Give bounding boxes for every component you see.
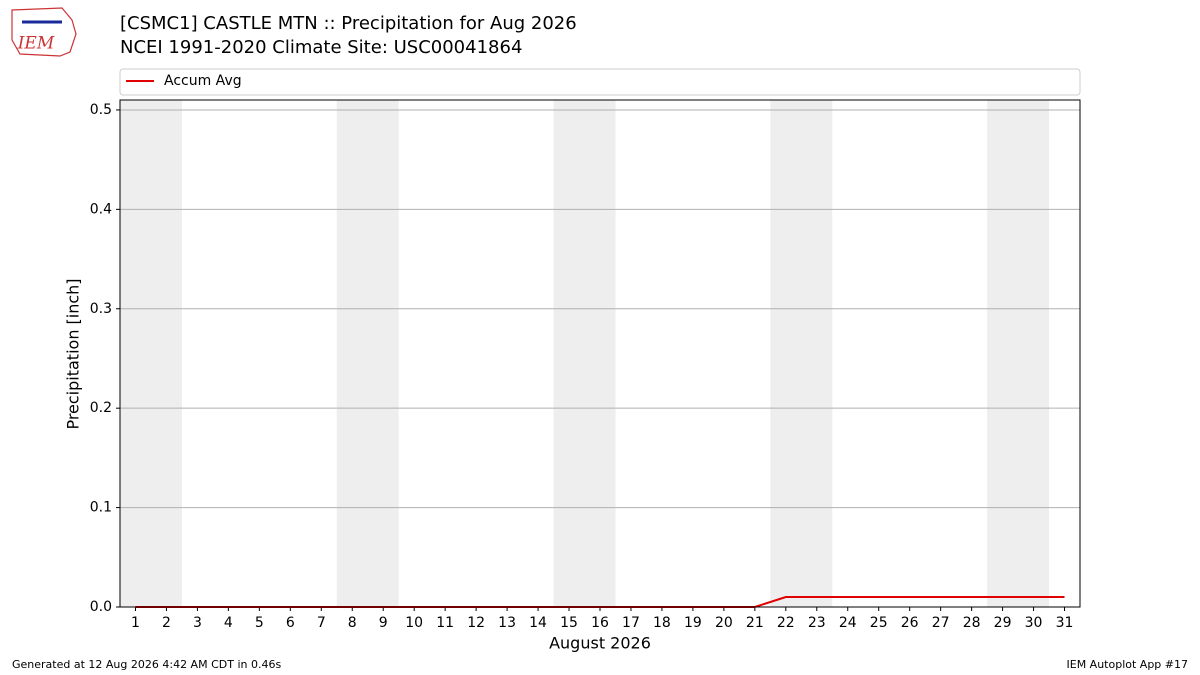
footer-left: Generated at 12 Aug 2026 4:42 AM CDT in … bbox=[12, 658, 281, 671]
x-tick-label: 29 bbox=[994, 615, 1012, 631]
x-tick-label: 13 bbox=[498, 615, 516, 631]
plot-frame bbox=[119, 99, 1081, 608]
x-axis-label: August 2026 bbox=[549, 634, 651, 653]
x-tick-label: 5 bbox=[255, 615, 264, 631]
x-tick-label: 6 bbox=[286, 615, 295, 631]
logo-text: IEM bbox=[17, 34, 55, 54]
y-axis-label: Precipitation [inch] bbox=[64, 278, 83, 429]
y-tick-label: 0.0 bbox=[90, 599, 112, 615]
x-tick-label: 3 bbox=[193, 615, 202, 631]
y-tick-label: 0.2 bbox=[90, 400, 112, 416]
x-tick-label: 22 bbox=[777, 615, 795, 631]
shade-band bbox=[120, 100, 182, 607]
shade-band bbox=[553, 100, 616, 607]
footer-right: IEM Autoplot App #17 bbox=[1067, 658, 1189, 671]
shade-band bbox=[770, 100, 833, 607]
x-tick-label: 7 bbox=[317, 615, 326, 631]
y-tick-label: 0.1 bbox=[90, 500, 112, 516]
x-tick-label: 8 bbox=[348, 615, 357, 631]
shade-band bbox=[987, 100, 1050, 607]
x-tick-label: 2 bbox=[162, 615, 171, 631]
shade-band bbox=[336, 100, 399, 607]
x-tick-label: 18 bbox=[653, 615, 671, 631]
x-tick-label: 16 bbox=[591, 615, 609, 631]
x-tick-label: 17 bbox=[622, 615, 640, 631]
legend-label: Accum Avg bbox=[164, 73, 242, 89]
x-tick-label: 1 bbox=[131, 615, 140, 631]
x-tick-label: 19 bbox=[684, 615, 702, 631]
x-tick-label: 20 bbox=[715, 615, 733, 631]
x-tick-label: 10 bbox=[405, 615, 423, 631]
x-tick-label: 28 bbox=[963, 615, 981, 631]
x-tick-label: 26 bbox=[901, 615, 919, 631]
x-tick-label: 24 bbox=[839, 615, 857, 631]
chart-title: [CSMC1] CASTLE MTN :: Precipitation for … bbox=[120, 13, 577, 34]
legend-box bbox=[119, 68, 1081, 96]
x-tick-label: 27 bbox=[932, 615, 950, 631]
x-tick-label: 4 bbox=[224, 615, 233, 631]
x-tick-label: 25 bbox=[870, 615, 888, 631]
y-tick-label: 0.3 bbox=[90, 301, 112, 317]
x-tick-label: 21 bbox=[746, 615, 764, 631]
x-tick-label: 30 bbox=[1025, 615, 1043, 631]
x-tick-label: 12 bbox=[467, 615, 485, 631]
y-tick-label: 0.5 bbox=[90, 102, 112, 118]
x-tick-label: 14 bbox=[529, 615, 547, 631]
chart-subtitle: NCEI 1991-2020 Climate Site: USC00041864 bbox=[120, 37, 522, 58]
x-tick-label: 15 bbox=[560, 615, 578, 631]
x-tick-label: 23 bbox=[808, 615, 826, 631]
x-tick-label: 11 bbox=[436, 615, 454, 631]
y-tick-label: 0.4 bbox=[90, 201, 112, 217]
x-tick-label: 9 bbox=[379, 615, 388, 631]
x-tick-label: 31 bbox=[1056, 615, 1074, 631]
logo-outline bbox=[11, 7, 77, 57]
logo: IEM bbox=[11, 7, 77, 57]
